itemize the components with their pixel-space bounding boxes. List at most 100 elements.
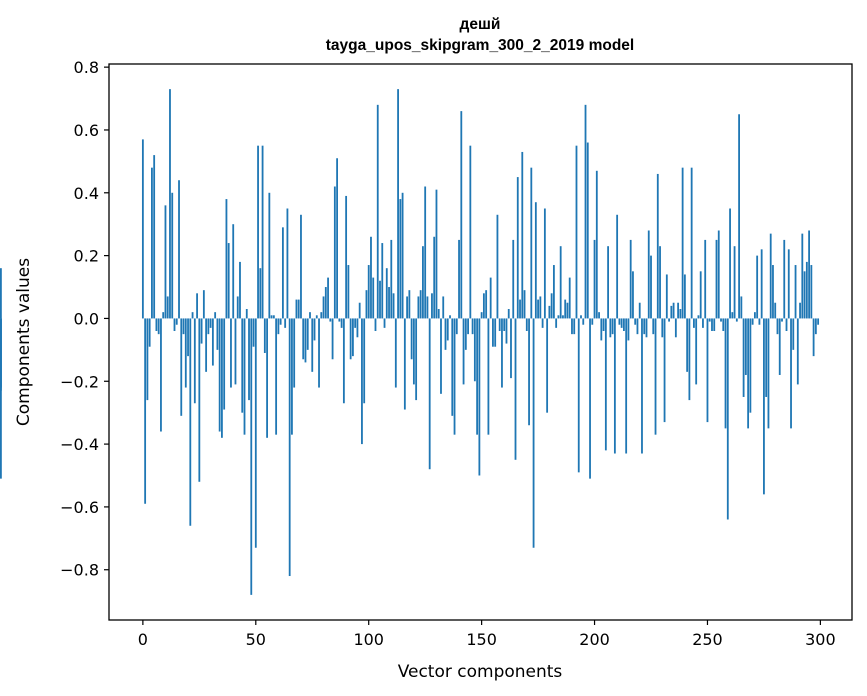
bar <box>370 236 372 319</box>
bar <box>503 318 506 331</box>
bar <box>322 296 325 319</box>
bar-series <box>0 89 820 595</box>
x-tick-label: 150 <box>466 630 497 649</box>
bar <box>469 145 472 319</box>
bar <box>602 318 605 331</box>
bar <box>473 318 476 382</box>
bar <box>796 318 799 385</box>
bar <box>758 318 761 325</box>
bar <box>254 318 257 548</box>
bar <box>352 318 354 357</box>
bar <box>738 114 740 319</box>
bar <box>261 145 264 319</box>
bar <box>790 318 792 429</box>
bar <box>781 318 783 322</box>
bar <box>803 271 806 319</box>
bar <box>523 290 526 319</box>
bar <box>365 290 368 319</box>
bar <box>363 318 366 404</box>
bar <box>309 312 311 319</box>
bar <box>623 318 625 331</box>
bar <box>792 318 795 350</box>
bar <box>263 318 266 353</box>
bar <box>266 318 268 438</box>
bar <box>566 302 569 319</box>
bar <box>763 318 765 495</box>
bar <box>665 274 668 319</box>
bar <box>534 202 537 319</box>
bar <box>437 309 440 319</box>
bar <box>525 318 528 331</box>
plot-frame <box>108 63 853 621</box>
x-tick-label: 300 <box>805 630 836 649</box>
bar <box>345 195 348 319</box>
bar <box>659 246 661 319</box>
bar <box>417 296 420 319</box>
bar <box>812 318 815 357</box>
bar <box>573 318 576 335</box>
bar <box>783 239 786 319</box>
bar <box>485 290 488 319</box>
bar <box>403 318 406 410</box>
bar <box>778 318 781 375</box>
bar <box>571 318 573 335</box>
bar <box>279 318 282 325</box>
bar <box>589 318 591 479</box>
y-tick-label: −0.8 <box>60 561 99 580</box>
bar <box>679 309 682 319</box>
bar <box>428 318 431 470</box>
bar <box>431 293 433 319</box>
bar <box>625 318 628 454</box>
bar <box>388 287 390 319</box>
bar <box>383 318 386 328</box>
bar <box>453 318 456 435</box>
bar <box>232 224 235 319</box>
bar <box>392 293 395 319</box>
bar <box>744 318 747 375</box>
bar <box>394 318 397 388</box>
bar <box>458 239 460 319</box>
y-tick-label: −0.4 <box>60 435 99 454</box>
bar <box>340 318 343 328</box>
bar <box>492 318 494 347</box>
bar <box>184 318 187 388</box>
bar <box>329 318 332 322</box>
bar <box>634 318 637 325</box>
bar <box>688 318 691 401</box>
y-tick-label: 0.2 <box>74 247 99 266</box>
bar <box>559 246 562 319</box>
bar <box>575 145 578 319</box>
bar <box>785 318 788 331</box>
bar <box>236 296 239 319</box>
bar <box>196 293 198 319</box>
x-axis-label: Vector components <box>398 662 563 682</box>
x-tick-label: 250 <box>692 630 723 649</box>
bar <box>726 318 729 520</box>
bar <box>699 271 702 319</box>
bar <box>584 104 587 319</box>
bar <box>191 312 194 319</box>
bar <box>717 230 720 319</box>
bar <box>178 180 180 319</box>
bar <box>498 318 501 331</box>
bar <box>315 315 318 319</box>
bar <box>169 89 171 319</box>
y-axis-ticks: −0.8 −0.6 −0.4 −0.2 0.0 0.2 0.4 0.6 0.8 <box>60 58 109 580</box>
bar <box>629 239 632 319</box>
y-tick-label: 0.6 <box>74 121 99 140</box>
bar <box>257 145 259 319</box>
bar <box>724 318 727 429</box>
bar <box>577 318 580 473</box>
bar <box>711 318 713 331</box>
bar <box>189 318 192 526</box>
bar <box>593 239 596 319</box>
bar <box>478 318 481 476</box>
bar <box>148 318 151 347</box>
bar <box>690 167 693 319</box>
bar <box>435 189 438 319</box>
bar <box>358 302 361 319</box>
bar <box>616 214 619 319</box>
bar <box>419 290 422 319</box>
bar <box>548 305 551 319</box>
bar <box>760 249 763 319</box>
